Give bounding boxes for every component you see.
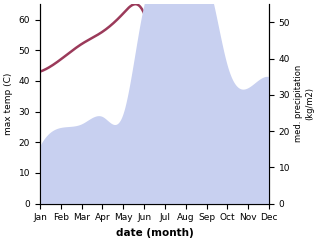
Y-axis label: max temp (C): max temp (C) — [4, 73, 13, 135]
Y-axis label: med. precipitation
(kg/m2): med. precipitation (kg/m2) — [294, 65, 314, 143]
X-axis label: date (month): date (month) — [116, 228, 193, 238]
